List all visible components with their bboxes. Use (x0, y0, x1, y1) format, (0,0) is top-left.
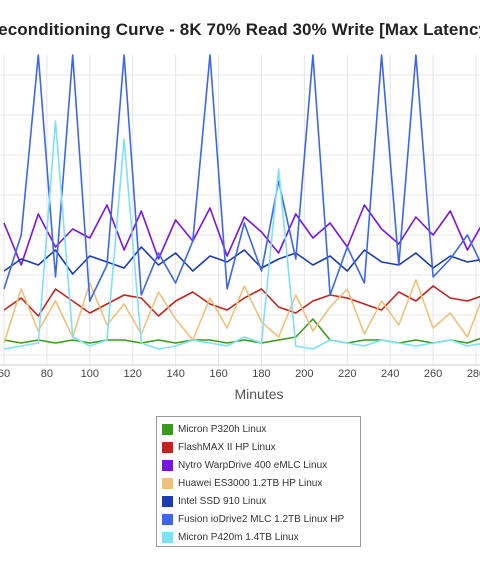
x-tick-label: 280 (467, 368, 480, 380)
legend-item[interactable]: Micron P320h Linux (162, 420, 360, 438)
x-axis-label: Minutes (234, 386, 284, 402)
series-lines (3, 54, 480, 350)
series-line-3 (3, 279, 480, 344)
x-tick-label: 160 (209, 368, 227, 380)
series-line-5 (3, 54, 480, 302)
x-tick-label: 80 (41, 368, 53, 380)
x-tick-label: 120 (124, 368, 142, 380)
legend-swatch (162, 441, 173, 453)
x-tick-label: 240 (381, 368, 399, 380)
x-tick-labels: 60 80 100 120 140 160 180 200 220 240 260 280 (0, 368, 480, 380)
legend-item[interactable]: Intel SSD 910 Linux (162, 492, 360, 510)
legend-swatch (162, 513, 173, 525)
chart-title: Preconditioning Curve - 8K 70% Read 30% … (0, 20, 480, 39)
series-line-2 (3, 204, 480, 266)
legend-swatch (162, 423, 173, 435)
legend-label: Micron P320h Linux (178, 423, 267, 435)
legend-label: Micron P420m 1.4TB Linux (178, 531, 299, 543)
legend-swatch (162, 459, 173, 471)
series-line-0 (3, 318, 480, 344)
legend-label: Huawei ES3000 1.2TB HP Linux (178, 477, 323, 489)
chart-plot: 60 80 100 120 140 160 180 200 220 240 260 280 (0, 54, 480, 380)
legend-item[interactable]: Fusion ioDrive2 MLC 1.2TB Linux HP (162, 510, 360, 528)
series-line-6 (3, 120, 480, 350)
x-tick-label: 260 (424, 368, 442, 380)
legend-label: Fusion ioDrive2 MLC 1.2TB Linux HP (178, 513, 345, 525)
legend-swatch (162, 477, 173, 489)
series-line-1 (3, 285, 480, 317)
legend-swatch (162, 531, 173, 543)
legend-label: Intel SSD 910 Linux (178, 495, 267, 507)
legend-swatch (162, 495, 173, 507)
legend: Micron P320h Linux FlashMAX II HP Linux Ny… (156, 416, 361, 547)
legend-item[interactable]: Huawei ES3000 1.2TB HP Linux (162, 474, 360, 492)
x-tick-label: 100 (81, 368, 99, 380)
x-tick-label: 220 (338, 368, 356, 380)
legend-label: FlashMAX II HP Linux (178, 441, 276, 453)
x-tick-label: 180 (252, 368, 270, 380)
series-line-4 (3, 246, 480, 275)
x-tick-label: 200 (295, 368, 313, 380)
legend-item[interactable]: Micron P420m 1.4TB Linux (162, 528, 360, 546)
x-tick-label: 140 (166, 368, 184, 380)
legend-label: Nytro WarpDrive 400 eMLC Linux (178, 459, 328, 471)
legend-item[interactable]: FlashMAX II HP Linux (162, 438, 360, 456)
legend-item[interactable]: Nytro WarpDrive 400 eMLC Linux (162, 456, 360, 474)
x-tick-label: 60 (0, 368, 10, 380)
